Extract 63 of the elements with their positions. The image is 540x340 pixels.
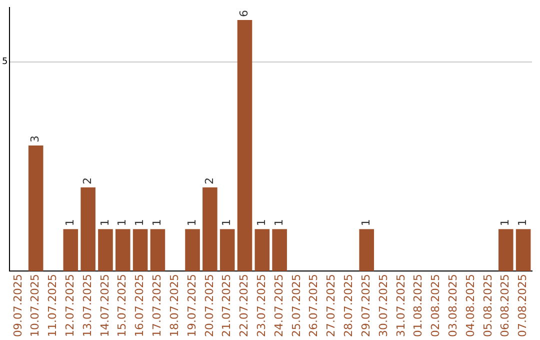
bar xyxy=(272,229,287,272)
x-tick-label: 13.07.2025 xyxy=(80,274,94,338)
x-tick-label: 03.08.2025 xyxy=(446,274,460,338)
data-label: 1 xyxy=(220,219,234,226)
data-label: 1 xyxy=(185,219,198,226)
x-tick-label: 20.07.2025 xyxy=(202,274,216,338)
data-label: 1 xyxy=(98,219,112,226)
x-tick-label: 22.07.2025 xyxy=(238,274,251,338)
x-tick-label: 07.08.2025 xyxy=(516,274,530,338)
data-label: 1 xyxy=(516,219,530,226)
x-tick-label: 17.07.2025 xyxy=(150,274,164,338)
bar xyxy=(359,229,374,272)
data-label: 1 xyxy=(133,219,146,226)
x-tick-label: 25.07.2025 xyxy=(290,274,303,338)
bar xyxy=(498,229,514,272)
x-tick-label: 01.08.2025 xyxy=(412,274,425,338)
x-tick-label: 31.07.2025 xyxy=(394,274,408,338)
data-label: 1 xyxy=(272,219,286,226)
x-tick-label: 23.07.2025 xyxy=(255,274,268,338)
bar xyxy=(150,229,166,272)
bar xyxy=(516,229,531,272)
x-tick-label: 30.07.2025 xyxy=(376,274,390,338)
x-tick-label: 05.08.2025 xyxy=(481,274,494,338)
data-label: 6 xyxy=(238,10,251,17)
bar xyxy=(202,187,218,272)
x-tick-label: 18.07.2025 xyxy=(168,274,181,338)
x-tick-label: 21.07.2025 xyxy=(220,274,234,338)
bar xyxy=(254,229,270,272)
data-label: 1 xyxy=(255,219,268,226)
bar xyxy=(185,229,200,272)
x-tick-label: 02.08.2025 xyxy=(429,274,442,338)
data-label: 1 xyxy=(150,219,164,226)
x-tick-label: 16.07.2025 xyxy=(133,274,146,338)
data-label: 1 xyxy=(64,219,77,226)
x-tick-label: 10.07.2025 xyxy=(28,274,42,338)
data-label: 2 xyxy=(202,177,216,184)
bar xyxy=(220,229,235,272)
x-tick-label: 29.07.2025 xyxy=(359,274,372,338)
x-tick-label: 28.07.2025 xyxy=(342,274,356,338)
bar xyxy=(28,145,44,272)
data-label: 1 xyxy=(116,219,129,226)
bar xyxy=(132,229,148,272)
bar xyxy=(63,229,78,272)
data-label: 1 xyxy=(498,219,512,226)
x-tick-label: 06.08.2025 xyxy=(498,274,512,338)
x-tick-label: 14.07.2025 xyxy=(98,274,112,338)
data-label: 3 xyxy=(28,135,42,142)
bar xyxy=(115,229,130,272)
x-tick-label: 26.07.2025 xyxy=(307,274,320,338)
x-tick-label: 04.08.2025 xyxy=(464,274,477,338)
bar xyxy=(237,20,252,272)
x-tick-label: 12.07.2025 xyxy=(64,274,77,338)
x-tick-label: 27.07.2025 xyxy=(324,274,338,338)
y-tick-label: 5 xyxy=(2,57,8,68)
bar xyxy=(98,229,113,272)
data-label: 2 xyxy=(80,177,94,184)
x-tick-label: 24.07.2025 xyxy=(272,274,286,338)
x-tick-label: 15.07.2025 xyxy=(116,274,129,338)
x-tick-label: 09.07.2025 xyxy=(11,274,24,338)
bar xyxy=(80,187,96,272)
data-label: 1 xyxy=(359,219,372,226)
x-tick-label: 19.07.2025 xyxy=(185,274,198,338)
x-tick-label: 11.07.2025 xyxy=(46,274,60,338)
